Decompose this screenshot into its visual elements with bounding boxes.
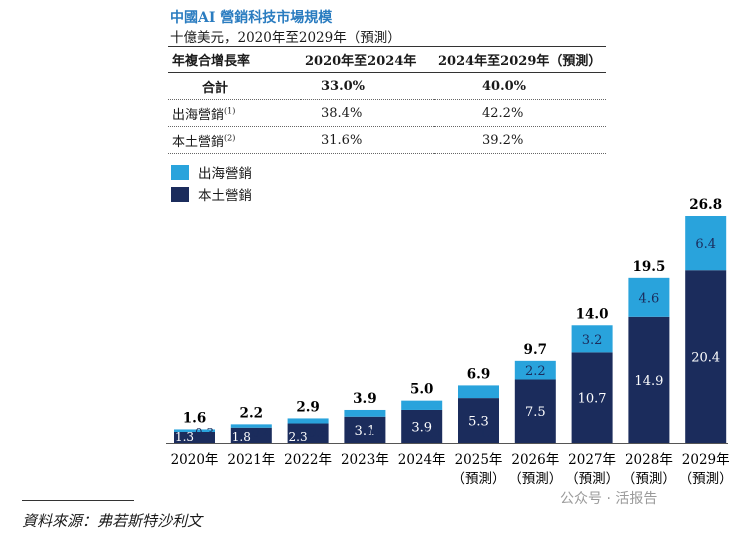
total-label: 6.9 [467,366,491,382]
data-label-overseas: 0.4 [252,426,271,440]
total-label: 14.0 [576,306,609,322]
cagr-row-value1: 33.0% [301,72,434,100]
legend-swatch [171,164,189,180]
watermark: 公众号 · 活报告 [560,491,658,507]
cagr-table: 年複合增長率 2020年至2024年 2024年至2029年（預測） 合計 33… [168,46,606,154]
bar-segment-overseas [174,429,215,432]
data-label-overseas: 1.1 [422,426,441,440]
total-label: 1.6 [183,410,207,426]
x-tick-label: 2029年 [682,452,730,468]
cagr-header-label: 年複合增長率 [168,46,301,73]
bar-segment-overseas [685,216,727,271]
x-tick-label: （預測） [622,471,676,487]
cagr-row-label: 本土營銷 [172,134,225,150]
cagr-header-period1: 2020年至2024年 [301,46,434,73]
bar-segment-overseas [344,409,386,417]
total-label: 2.9 [296,399,320,415]
cagr-row-value2: 39.2% [434,126,606,154]
data-label-domestic: 3.9 [411,420,432,435]
x-tick-label: 2022年 [284,452,332,468]
bar-segment-overseas [287,418,329,424]
cagr-row-overseas: 出海營銷(1) 38.4% 42.2% [168,99,606,127]
x-tick-label: 2027年 [568,452,616,468]
cagr-row-value2: 40.0% [434,72,606,100]
x-tick-label: （預測） [508,471,562,487]
x-tick-label: 2025年 [455,452,503,468]
footnote-ref: (2) [224,133,236,143]
source-note: 資料來源：弗若斯特沙利文 [22,512,203,530]
chart-legend: 出海營銷 本土營銷 [171,161,252,205]
cagr-row-total: 合計 33.0% 40.0% [168,72,606,100]
total-label: 5.0 [410,382,434,398]
data-label-overseas: 0.3 [195,426,214,440]
bar-segment-domestic [401,409,443,443]
footnote-ref: (1) [224,106,236,116]
total-label: 9.7 [524,342,548,358]
cagr-row-label: 合計 [168,72,301,100]
data-label-domestic: 14.9 [634,374,663,389]
bar-segment-overseas [230,424,272,428]
bar-segment-domestic [685,270,727,443]
data-label-domestic: 1.3 [175,430,194,444]
total-label: 19.5 [632,259,665,275]
stacked-bar-chart: 1.3 0.31.6 2020年 1.8 0.4 2.2 2021年 2.3 0.6 2.9 202… [166,197,733,487]
x-tick-label: 2023年 [341,452,389,468]
x-tick-label: （預測） [452,471,506,487]
x-tick-label: 2020年 [171,452,219,468]
bar-segment-domestic [174,431,215,443]
x-tick-label: 2021年 [227,452,275,468]
data-label-domestic: 1.8 [232,430,251,444]
total-label: 2.2 [240,405,264,421]
bar-segment-overseas [628,277,670,317]
bar-segment-domestic [344,416,386,443]
cagr-row-domestic: 本土營銷(2) 31.6% 39.2% [168,126,606,154]
bar-segment-overseas [571,325,613,353]
legend-label: 本土營銷 [198,188,252,204]
data-label-overseas: 3.2 [582,333,603,348]
source-divider [22,500,134,501]
total-label: 26.8 [689,197,722,213]
bar-segment-domestic [458,398,499,443]
cagr-header-row: 年複合增長率 2020年至2024年 2024年至2029年（預測） [168,46,606,73]
bar-segment-domestic [628,316,670,443]
bar-segment-overseas [514,360,556,380]
cagr-row-value2: 42.2% [434,99,606,127]
bar-segment-domestic [514,379,556,443]
bar-segment-overseas [401,400,443,410]
chart-title: 中國AI 營銷科技市場規模 [170,10,333,26]
bar-segment-domestic [287,423,329,443]
legend-item-overseas: 出海營銷 [171,161,252,183]
chart-subtitle: 十億美元，2020年至2029年（預測） [170,30,401,46]
data-label-overseas: 6.4 [695,237,716,252]
bar-segment-domestic [230,427,272,443]
x-tick-label: 2026年 [511,452,559,468]
cagr-row-value1: 38.4% [301,99,434,127]
cagr-header-period2: 2024年至2029年（預測） [434,46,606,73]
data-label-overseas: 4.6 [639,291,660,306]
data-label-domestic: 7.5 [525,405,546,420]
bar-segment-domestic [571,352,613,443]
data-label-overseas: 0.6 [309,426,328,440]
cagr-row-value1: 31.6% [301,126,434,154]
legend-label: 出海營銷 [198,166,252,182]
cagr-row-label: 出海營銷 [172,107,225,123]
data-label-domestic: 2.3 [289,430,308,444]
data-label-domestic: 20.4 [691,351,720,366]
data-label-overseas: 2.2 [525,364,546,379]
total-label: 3.9 [353,391,377,407]
data-label-domestic: 10.7 [578,392,607,407]
legend-item-domestic: 本土營銷 [171,183,252,205]
data-label-domestic: 5.3 [468,415,489,430]
data-label-overseas: 1.5 [479,426,498,440]
x-tick-label: 2028年 [625,452,673,468]
data-label-domestic: 3.1 [355,424,376,439]
x-tick-label: 2024年 [398,452,446,468]
bar-segment-overseas [458,385,499,399]
data-label-overseas: 0.8 [365,426,384,440]
x-tick-label: （預測） [679,471,733,487]
legend-swatch [171,186,189,202]
x-tick-label: （預測） [565,471,619,487]
